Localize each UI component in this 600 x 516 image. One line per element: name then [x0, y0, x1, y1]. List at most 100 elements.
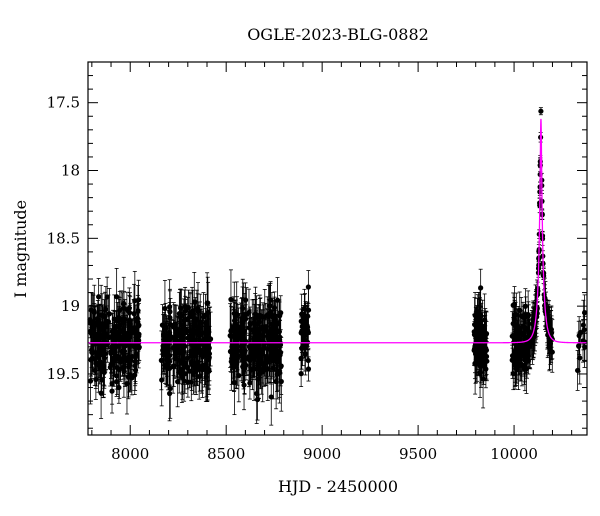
data-point [194, 305, 201, 311]
data-point [96, 294, 102, 300]
data-point [167, 385, 173, 392]
data-point [175, 328, 181, 335]
data-point [476, 314, 482, 320]
data-point [257, 312, 263, 318]
data-point [251, 335, 257, 341]
data-point [102, 331, 108, 337]
data-point [114, 365, 120, 371]
data-point [184, 365, 190, 371]
observing-season [227, 269, 284, 426]
observing-season [87, 268, 142, 419]
data-point [114, 294, 120, 300]
data-point [175, 379, 181, 385]
data-point [90, 327, 97, 333]
data-point [192, 328, 198, 334]
data-point [179, 366, 186, 372]
data-point [251, 320, 257, 326]
data-point [187, 310, 193, 316]
data-point [87, 378, 94, 384]
data-point [262, 314, 268, 320]
y-tick-label: 19.5 [47, 365, 80, 383]
data-point [104, 323, 110, 329]
data-point [127, 361, 133, 367]
data-point [124, 330, 130, 337]
data-point [512, 333, 518, 339]
data-point [129, 375, 135, 381]
y-tick-label: 17.5 [47, 94, 80, 112]
data-point [110, 359, 116, 365]
data-point [270, 365, 277, 371]
data-point [164, 335, 170, 341]
data-point [239, 325, 245, 331]
data-point [204, 300, 210, 306]
data-point [186, 328, 192, 334]
data-point [235, 336, 242, 342]
data-point [525, 344, 532, 350]
data-point [89, 349, 95, 355]
data-point [228, 359, 234, 365]
data-point [165, 353, 171, 359]
data-point [121, 301, 127, 307]
data-point [121, 368, 127, 375]
data-point [116, 329, 123, 335]
data-point [259, 332, 266, 338]
data-point [510, 370, 516, 377]
data-point [205, 325, 211, 331]
data-point [132, 367, 139, 373]
data-point [160, 351, 166, 357]
data-point [194, 359, 201, 365]
data-point [509, 353, 516, 359]
data-point [267, 303, 273, 309]
data-point [246, 343, 253, 350]
data-point [182, 303, 188, 309]
data-point [518, 313, 524, 319]
data-point [538, 108, 544, 114]
observing-season [298, 270, 312, 388]
y-tick-label: 18 [61, 162, 80, 180]
data-point [166, 358, 173, 365]
data-point [106, 311, 113, 317]
data-point [206, 339, 212, 345]
data-point [171, 324, 177, 330]
data-point [231, 324, 237, 330]
data-point [243, 362, 249, 368]
data-point [99, 377, 105, 383]
data-point [274, 297, 281, 303]
data-point [196, 324, 202, 330]
observing-season [158, 271, 214, 422]
y-axis-title: I magnitude [11, 200, 30, 298]
data-point [159, 322, 166, 328]
data-point [529, 321, 535, 327]
plot-frame [87, 61, 588, 436]
data-point [262, 367, 268, 373]
data-layer [87, 107, 588, 426]
data-point [131, 311, 137, 317]
data-point [204, 369, 211, 375]
chart-title: OGLE-2023-BLG-0882 [247, 25, 429, 44]
data-point [514, 366, 520, 373]
observing-season [575, 294, 588, 391]
data-point [120, 334, 126, 340]
data-point [268, 394, 274, 400]
axes-layer: 8000 8500 9000 9500 10000 17.5 18 18.5 19 19.5 [47, 61, 588, 463]
x-tick-label: 8000 [111, 445, 149, 463]
data-point [299, 345, 305, 351]
data-point [252, 349, 258, 356]
data-point [480, 323, 486, 329]
x-tick-label: 9000 [303, 445, 341, 463]
data-point [97, 325, 103, 332]
data-point [93, 376, 99, 383]
x-axis-title: HJD - 2450000 [278, 477, 398, 496]
data-point [476, 336, 482, 342]
data-point [298, 318, 304, 324]
data-point [523, 313, 529, 320]
data-point [298, 371, 304, 377]
y-tick-label: 19 [61, 297, 80, 315]
data-point [277, 334, 283, 340]
data-point [513, 312, 519, 318]
data-point [97, 345, 103, 351]
data-point [236, 372, 242, 379]
data-point [510, 302, 516, 308]
data-point [483, 353, 490, 360]
